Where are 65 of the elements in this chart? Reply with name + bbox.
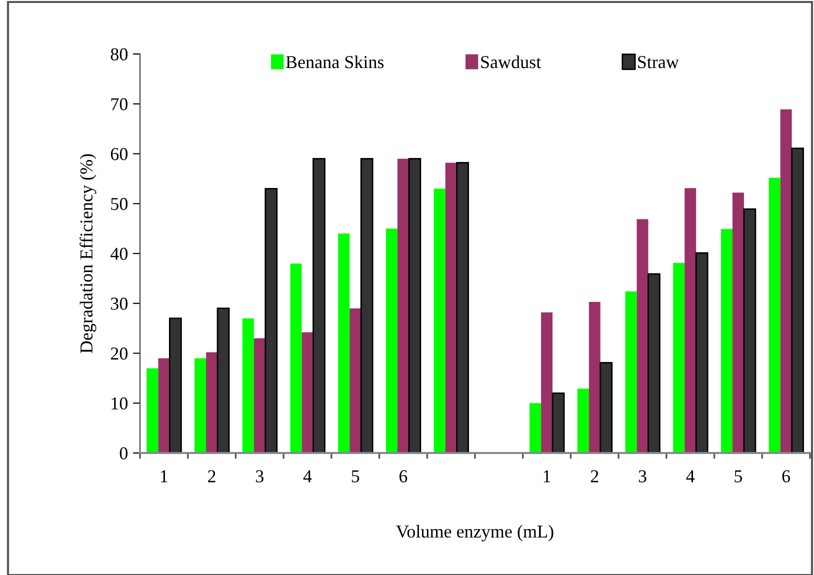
bar [636,219,648,453]
legend-label: Straw [638,56,679,68]
bar [216,308,230,453]
bar [397,158,409,453]
bar [445,162,457,453]
x-tick-label: 4 [686,470,695,482]
bar [673,262,685,453]
bar [302,332,314,453]
bar [264,188,278,453]
bar [625,291,637,453]
bar [242,318,254,453]
x-tick-label: 6 [782,470,790,482]
y-tick-label: 0 [120,447,128,460]
bar [408,158,422,453]
y-tick-label: 80 [110,48,128,60]
bar [350,308,362,453]
x-tick-label: 4 [303,470,312,482]
bar [168,318,182,453]
y-axis-title: Degradation Efficiency (%) [80,154,96,354]
y-tick-label: 30 [111,298,128,310]
bar [386,228,398,453]
bar [254,338,266,453]
bar [360,158,374,453]
bar [541,312,553,453]
y-tick-label: 40 [110,248,128,260]
bar [434,188,446,453]
bar [530,403,542,453]
x-tick-label: 2 [590,470,598,482]
bar [456,162,469,453]
bar [648,273,660,453]
bar [146,368,158,453]
bar [552,392,565,453]
bar [720,229,732,453]
y-tick-label: 20 [110,348,128,360]
x-tick-label: 1 [544,470,550,482]
bar [791,148,804,453]
x-tick-label: 2 [208,470,216,482]
legend-label: Sawdust [481,55,542,68]
bar [577,388,589,453]
bar [732,192,744,453]
x-tick-label: 5 [352,470,360,482]
x-tick-label: 3 [256,470,264,482]
bar [158,358,170,453]
bar [780,109,792,453]
bar [194,358,206,453]
x-axis-title: Volume enzyme (mL) [396,524,554,542]
y-tick-label: 10 [112,397,128,410]
x-tick-label: 3 [638,470,646,482]
bar [588,302,600,453]
y-tick-label: 70 [111,98,128,110]
y-tick-label: 50 [111,198,128,210]
x-tick-label: 1 [161,470,168,482]
x-tick-label: 6 [399,470,408,482]
bar [684,188,696,453]
bar [695,252,708,453]
bar [312,158,326,453]
bar [290,263,302,453]
bar [206,352,218,453]
legend-label: Benana Skins [286,55,384,68]
y-tick-label: 60 [110,148,128,160]
bar [338,234,350,453]
bar [768,178,780,453]
bar [743,208,756,453]
x-tick-label: 5 [734,470,742,482]
bar [600,362,613,453]
